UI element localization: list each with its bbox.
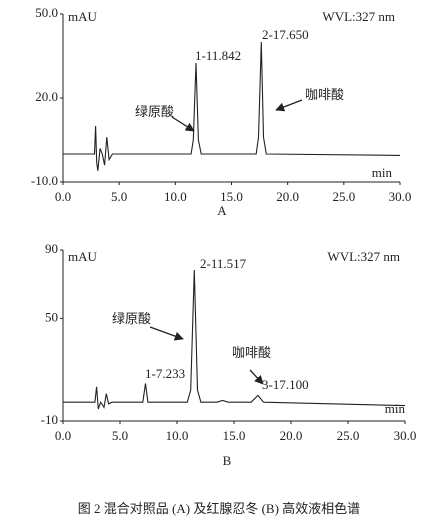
x-tick-label: 0.0 — [55, 428, 71, 443]
wavelength: WVL:327 nm — [322, 9, 395, 24]
x-tick-label: 20.0 — [276, 189, 299, 204]
y-tick-label: 50.0 — [35, 5, 58, 20]
x-tick-label: 0.0 — [55, 189, 71, 204]
annotation: 绿原酸 — [112, 311, 151, 326]
x-tick-label: 30.0 — [389, 189, 412, 204]
y-tick-label: 90 — [45, 241, 58, 256]
annotation: 咖啡酸 — [305, 87, 344, 102]
y-tick-label: 50 — [45, 309, 58, 324]
x-tick-label: 20.0 — [280, 428, 303, 443]
arrow — [149, 326, 184, 341]
annotation: 3-17.100 — [262, 377, 309, 392]
y-unit: mAU — [68, 9, 98, 24]
x-tick-label: 5.0 — [111, 189, 127, 204]
x-tick-label: 25.0 — [337, 428, 360, 443]
y-tick-label: 20.0 — [35, 89, 58, 104]
y-unit: mAU — [68, 249, 98, 264]
trace — [63, 41, 401, 171]
x-tick-label: 10.0 — [166, 428, 189, 443]
arrow — [275, 99, 303, 112]
annotation: 咖啡酸 — [232, 345, 271, 360]
arrow — [249, 369, 264, 385]
x-unit: min — [372, 165, 393, 180]
x-tick-label: 15.0 — [220, 189, 243, 204]
x-tick-label: 15.0 — [223, 428, 246, 443]
trace — [63, 269, 406, 410]
annotation: 1-11.842 — [195, 48, 241, 63]
y-tick-label: -10.0 — [31, 173, 58, 188]
annotation: 绿原酸 — [135, 104, 174, 119]
x-tick-label: 25.0 — [332, 189, 355, 204]
y-tick-label: -10 — [41, 412, 58, 427]
panel-label: B — [223, 453, 232, 468]
x-unit: min — [385, 401, 406, 416]
annotation: 1-7.233 — [145, 366, 185, 381]
x-tick-label: 5.0 — [112, 428, 128, 443]
panel-label: A — [217, 203, 227, 218]
x-tick-label: 30.0 — [394, 428, 417, 443]
x-tick-label: 10.0 — [164, 189, 187, 204]
annotation: 2-11.517 — [200, 256, 247, 271]
arrow — [171, 116, 195, 132]
wavelength: WVL:327 nm — [327, 249, 400, 264]
annotation: 2-17.650 — [262, 27, 309, 42]
caption: 图 2 混合对照品 (A) 及红腺忍冬 (B) 高效液相色谱 — [78, 501, 360, 516]
